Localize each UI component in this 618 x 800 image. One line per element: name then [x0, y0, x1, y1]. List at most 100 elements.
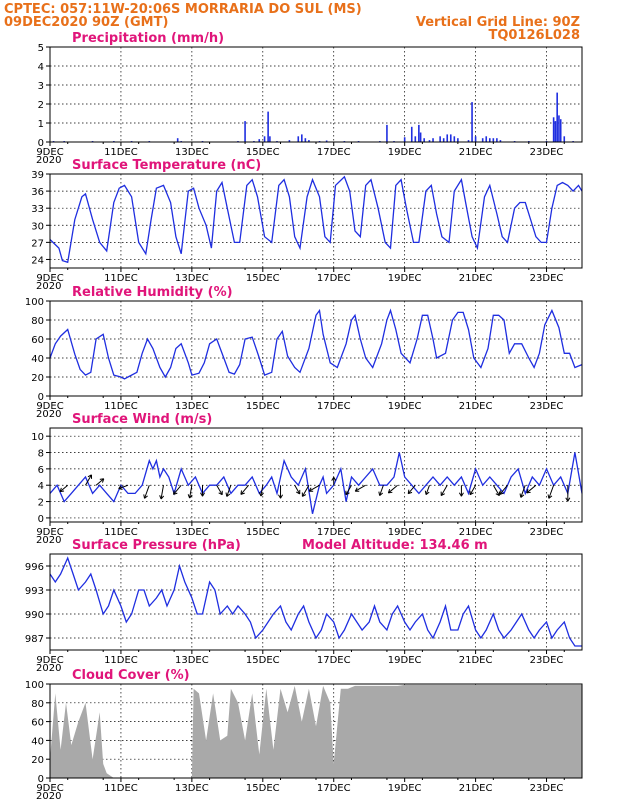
precip-ytick-label: 4 [38, 62, 44, 73]
press-line [49, 556, 582, 647]
precip-bar [267, 111, 269, 142]
rh-xtick-label: 17DEC [317, 401, 351, 412]
precip-bar [552, 117, 555, 142]
precip-ytick-label: 3 [38, 81, 44, 92]
wind-arrow-head [240, 492, 245, 495]
precip-bar [446, 134, 449, 142]
wind-arrow-head [160, 495, 165, 500]
press-xtick-label: 11DEC [104, 655, 138, 666]
press-ytick-label: 990 [25, 610, 44, 621]
rh-year-stub: 2020 [36, 409, 61, 420]
precip-bar [496, 138, 498, 142]
rh-ytick-label: 0 [38, 392, 44, 403]
temp-xtick-label: 9DEC [36, 273, 63, 284]
cloud-xtick-label: 11DEC [104, 783, 138, 794]
cloud-panel: 0 20 40 60 80 100 9DEC 11DEC 13DEC 15DEC 17DEC 19DE… [25, 668, 583, 800]
temp-xtick-label: 15DEC [246, 273, 280, 284]
precip-bar [488, 138, 491, 142]
press-xtick-label: 19DEC [388, 655, 422, 666]
cloud-ytick-label: 40 [31, 736, 44, 747]
header-station: CPTEC: 057:11W-20:06S MORRARIA DO SUL (M… [4, 2, 362, 17]
wind-arrow [492, 484, 500, 496]
cloud-ytick-label: 100 [25, 680, 44, 691]
wind-arrow [160, 485, 164, 500]
press-annotation: Model Altitude: 134.46 m [302, 538, 488, 553]
precip-xtick-label: 19DEC [388, 147, 422, 158]
wind-title: Surface Wind (m/s) [72, 412, 212, 427]
wind-arrow [301, 484, 310, 497]
precip-frame [49, 46, 583, 143]
precip-bar [263, 136, 266, 142]
wind-arrow-head [499, 490, 501, 495]
wind-ytick-label: 2 [38, 498, 44, 509]
temp-xtick-label: 13DEC [175, 273, 209, 284]
cloud-xtick-label: 13DEC [175, 783, 209, 794]
wind-arrow [173, 484, 182, 495]
wind-frame [49, 427, 583, 523]
precip-ytick-label: 0 [38, 138, 44, 149]
wind-arrow-head [440, 493, 445, 497]
precip-bar [301, 134, 303, 142]
precip-bar [563, 136, 566, 142]
wind-arrow-head [278, 494, 281, 499]
wind-arrow-head [407, 489, 410, 494]
press-xtick-label: 15DEC [246, 655, 280, 666]
wind-xtick-label: 19DEC [388, 527, 422, 538]
wind-arrow-head [460, 492, 464, 497]
wind-arrow-head [280, 494, 284, 499]
wind-arrow-head [526, 488, 529, 494]
wind-arrow-head [260, 492, 264, 497]
precip-title: Precipitation (mm/h) [72, 31, 224, 46]
press-title: Surface Pressure (hPa) [72, 538, 241, 553]
wind-ytick-label: 4 [38, 481, 44, 492]
wind-arrow-head [425, 491, 430, 496]
wind-ytick-label: 10 [31, 432, 44, 443]
precip-bar [439, 136, 441, 142]
temp-xtick-label: 11DEC [104, 273, 138, 284]
wind-arrow-head [345, 492, 350, 496]
wind-arrow [226, 485, 232, 497]
rh-xtick-label: 11DEC [104, 401, 138, 412]
wind-arrow-head [59, 490, 65, 493]
wind-arrow [425, 485, 430, 495]
wind-xtick-label: 21DEC [459, 527, 493, 538]
wind-arrow-head [200, 492, 203, 497]
press-xtick-label: 9DEC [36, 655, 63, 666]
wind-arrow [345, 484, 352, 495]
wind-arrow-head [388, 491, 393, 494]
wind-xtick-label: 9DEC [36, 527, 63, 538]
press-year-stub: 2020 [36, 663, 61, 674]
precip-bar [403, 137, 406, 142]
precip-bar [432, 138, 434, 142]
precip-year-stub: 2020 [36, 155, 61, 166]
precip-bar [499, 140, 502, 142]
cloud-area [50, 684, 582, 778]
temp-title: Surface Temperature (nC) [72, 158, 261, 173]
wind-arrow [308, 484, 320, 492]
precip-xtick-label: 15DEC [246, 147, 280, 158]
wind-panel: 0 2 4 6 8 10 9DEC 11DEC 13DEC 15DEC 17DEC 19DEC 21DE… [31, 412, 583, 546]
wind-arrow [407, 484, 416, 494]
cloud-year-stub: 2020 [36, 791, 61, 800]
wind-xtick-label: 23DEC [530, 527, 564, 538]
wind-arrow [118, 484, 129, 490]
wind-ytick-label: 6 [38, 465, 44, 476]
cloud-ytick-label: 80 [31, 699, 44, 710]
precip-bar [556, 92, 558, 142]
wind-arrow-head [331, 476, 335, 481]
precip-bar [485, 136, 488, 142]
temp-xtick-label: 21DEC [459, 273, 493, 284]
precip-bar [419, 132, 422, 142]
wind-arrow-head [59, 487, 62, 492]
wind-arrow-head [258, 492, 262, 497]
rh-xtick-label: 15DEC [246, 401, 280, 412]
precip-bar [428, 140, 431, 142]
precip-bar [386, 124, 388, 142]
rh-ytick-label: 100 [25, 297, 44, 308]
wind-arrow-head [495, 493, 500, 497]
wind-arrow [440, 484, 448, 496]
wind-arrow-head [240, 490, 243, 495]
rh-xtick-label: 13DEC [175, 401, 209, 412]
wind-arrow-head [333, 476, 337, 481]
